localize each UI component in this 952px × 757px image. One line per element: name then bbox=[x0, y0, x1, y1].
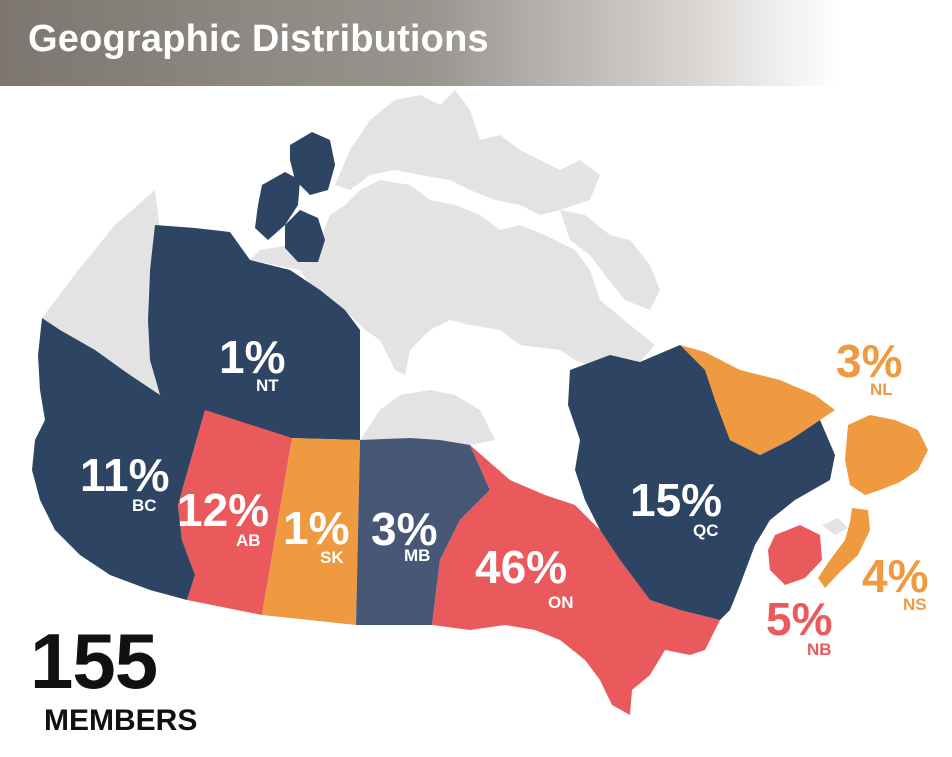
pct-nb: 5% bbox=[766, 593, 833, 645]
abbr-qc: QC bbox=[693, 521, 719, 540]
member-count: 155 bbox=[30, 617, 158, 705]
page-title: Geographic Distributions bbox=[28, 18, 489, 60]
pct-on: 46% bbox=[475, 541, 568, 593]
region-qc bbox=[568, 345, 835, 620]
pct-nl: 3% bbox=[836, 335, 903, 387]
abbr-bc: BC bbox=[132, 496, 157, 515]
abbr-nt: NT bbox=[256, 376, 279, 395]
region-nl-island bbox=[845, 415, 928, 495]
region-bc bbox=[32, 318, 205, 600]
region-pe bbox=[822, 518, 848, 535]
region-north-islands bbox=[335, 90, 600, 215]
abbr-on: ON bbox=[548, 593, 574, 612]
region-hudson-shore bbox=[360, 390, 495, 445]
abbr-nb: NB bbox=[807, 640, 832, 659]
region-ns bbox=[818, 508, 870, 588]
pct-mb: 3% bbox=[371, 503, 438, 555]
title-banner: Geographic Distributions bbox=[0, 0, 952, 86]
region-mb bbox=[356, 438, 490, 625]
region-nt-island-3 bbox=[285, 210, 325, 262]
abbr-mb: MB bbox=[404, 546, 431, 565]
region-nt-island-1 bbox=[255, 172, 300, 240]
region-nb bbox=[768, 525, 822, 585]
region-nunavut bbox=[250, 180, 655, 380]
region-nt-island-2 bbox=[290, 132, 335, 195]
pct-ns: 4% bbox=[862, 550, 929, 602]
abbr-nl: NL bbox=[870, 380, 893, 399]
pct-nt: 1% bbox=[219, 331, 286, 383]
pct-bc: 11% bbox=[80, 449, 170, 501]
pct-ab: 12% bbox=[177, 484, 270, 536]
pct-sk: 1% bbox=[283, 502, 350, 554]
abbr-sk: SK bbox=[320, 548, 344, 567]
region-yukon bbox=[42, 190, 160, 395]
region-ab bbox=[178, 410, 292, 615]
region-nl-labrador bbox=[680, 345, 835, 455]
member-label: MEMBERS bbox=[44, 704, 198, 737]
region-nt bbox=[148, 225, 360, 440]
region-sk bbox=[262, 438, 360, 625]
region-on bbox=[432, 445, 720, 715]
abbr-ns: NS bbox=[903, 595, 927, 614]
abbr-ab: AB bbox=[236, 531, 261, 550]
pct-qc: 15% bbox=[630, 474, 723, 526]
region-arctic-islands-east bbox=[560, 210, 660, 310]
